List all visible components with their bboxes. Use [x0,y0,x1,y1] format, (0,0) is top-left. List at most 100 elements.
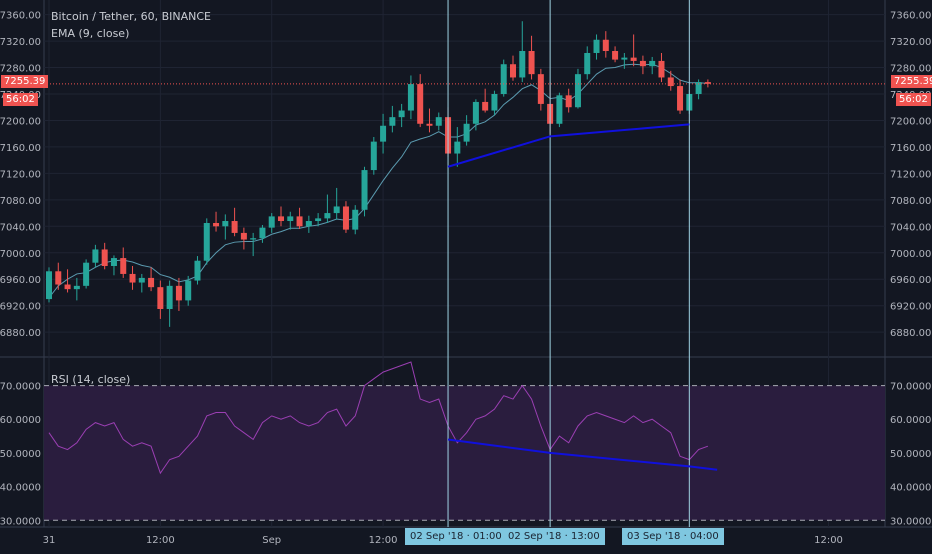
price-tick-right: 7120.00 [890,169,931,180]
price-tick-right: 7160.00 [890,143,931,154]
price-tick-right: 6960.00 [890,275,931,286]
candle-up [454,141,461,154]
crosshair-date-2: 02 Sep '18 · 13:00 [503,528,605,545]
candle-up [315,218,322,222]
rsi-divergence-line [447,438,718,471]
candle-down [240,232,247,240]
candle-up [556,95,563,124]
crosshair-date-1: 02 Sep '18 · 01:00 [405,528,507,545]
candle-up [268,216,275,228]
candle-down [704,82,711,84]
candle-down [342,206,349,230]
time-tick-label: 12:00 [814,535,843,546]
candle-down [510,64,516,78]
candle-down [658,60,665,78]
candle-down [565,95,572,108]
price-tick-right: 6880.00 [890,328,931,339]
candle-up [287,216,294,222]
candle-up [185,280,192,301]
candle-down [231,221,238,233]
countdown-tag-right: 56:02 [896,93,931,106]
price-divergence-line [447,123,690,168]
candle-down [120,258,127,274]
candle-up [491,94,498,111]
symbol-title: Bitcoin / Tether, 60, BINANCE [51,10,211,23]
candle-up [46,271,52,300]
candle-down [175,285,182,301]
candle-up [500,64,507,94]
price-tick-left: 7360.00 [0,11,41,22]
candle-up [138,277,145,283]
price-tick-right: 7080.00 [890,196,931,207]
candle-down [148,277,155,288]
candle-up [584,52,591,75]
candle-up [259,227,266,239]
candle-down [602,39,609,51]
candle-down [55,271,62,285]
price-tick-left: 7160.00 [0,143,41,154]
price-tick-left: 7080.00 [0,196,41,207]
price-tick-right: 7320.00 [890,37,931,48]
candle-up [361,170,368,210]
candle-up [621,57,628,60]
price-tick-right: 6920.00 [890,302,931,313]
rsi-tick-right: 50.0000 [890,449,931,460]
candle-down [426,123,433,126]
price-tick-left: 7000.00 [0,249,41,260]
time-tick-label: Sep [262,535,281,546]
candle-down [417,84,424,124]
price-tick-right: 7040.00 [890,222,931,233]
candle-down [129,273,136,283]
candle-down [278,216,284,222]
price-tick-left: 7040.00 [0,222,41,233]
crosshair-date-3: 03 Sep '18 · 04:00 [622,528,724,545]
price-tick-right: 7200.00 [890,116,931,127]
rsi-tick-left: 60.0000 [0,415,41,426]
candle-down [101,249,108,266]
rsi-line [48,361,709,475]
ema-indicator-label[interactable]: EMA (9, close) [51,27,130,40]
price-tick-right: 7280.00 [890,64,931,75]
candle-up [110,258,117,266]
candle-down [213,223,220,227]
candle-up [472,101,479,124]
rsi-tick-right: 40.0000 [890,483,931,494]
last-price-tag-left: 7255.39 [1,75,49,88]
rsi-tick-left: 70.0000 [0,382,41,393]
candle-down [528,51,535,75]
price-tick-right: 7360.00 [890,11,931,22]
candle-up [73,285,80,290]
rsi-indicator-label[interactable]: RSI (14, close) [51,373,131,386]
candle-up [83,262,90,286]
candle-up [407,84,414,111]
candle-down [639,60,646,67]
countdown-tag-left: 56:02 [3,93,38,106]
rsi-tick-left: 40.0000 [0,483,41,494]
rsi-band [44,385,885,521]
rsi-tick-right: 30.0000 [890,516,931,527]
candle-down [64,284,71,290]
price-tick-left: 7280.00 [0,64,41,75]
candle-up [92,249,99,263]
time-tick-label: 12:00 [146,535,175,546]
price-tick-left: 6960.00 [0,275,41,286]
price-tick-left: 7320.00 [0,37,41,48]
candle-up [194,260,201,281]
candle-up [695,82,702,94]
rsi-tick-left: 50.0000 [0,449,41,460]
candle-up [574,74,581,108]
candle-up [203,223,210,261]
candle-up [250,238,257,240]
time-tick-label: 12:00 [369,535,398,546]
candle-down [537,74,544,104]
candle-down [677,86,684,111]
price-tick-left: 6920.00 [0,302,41,313]
candle-up [333,206,340,214]
candle-up [593,39,600,53]
candle-up [463,123,470,142]
candle-up [380,125,387,142]
candle-up [370,141,377,171]
candle-up [166,285,173,309]
